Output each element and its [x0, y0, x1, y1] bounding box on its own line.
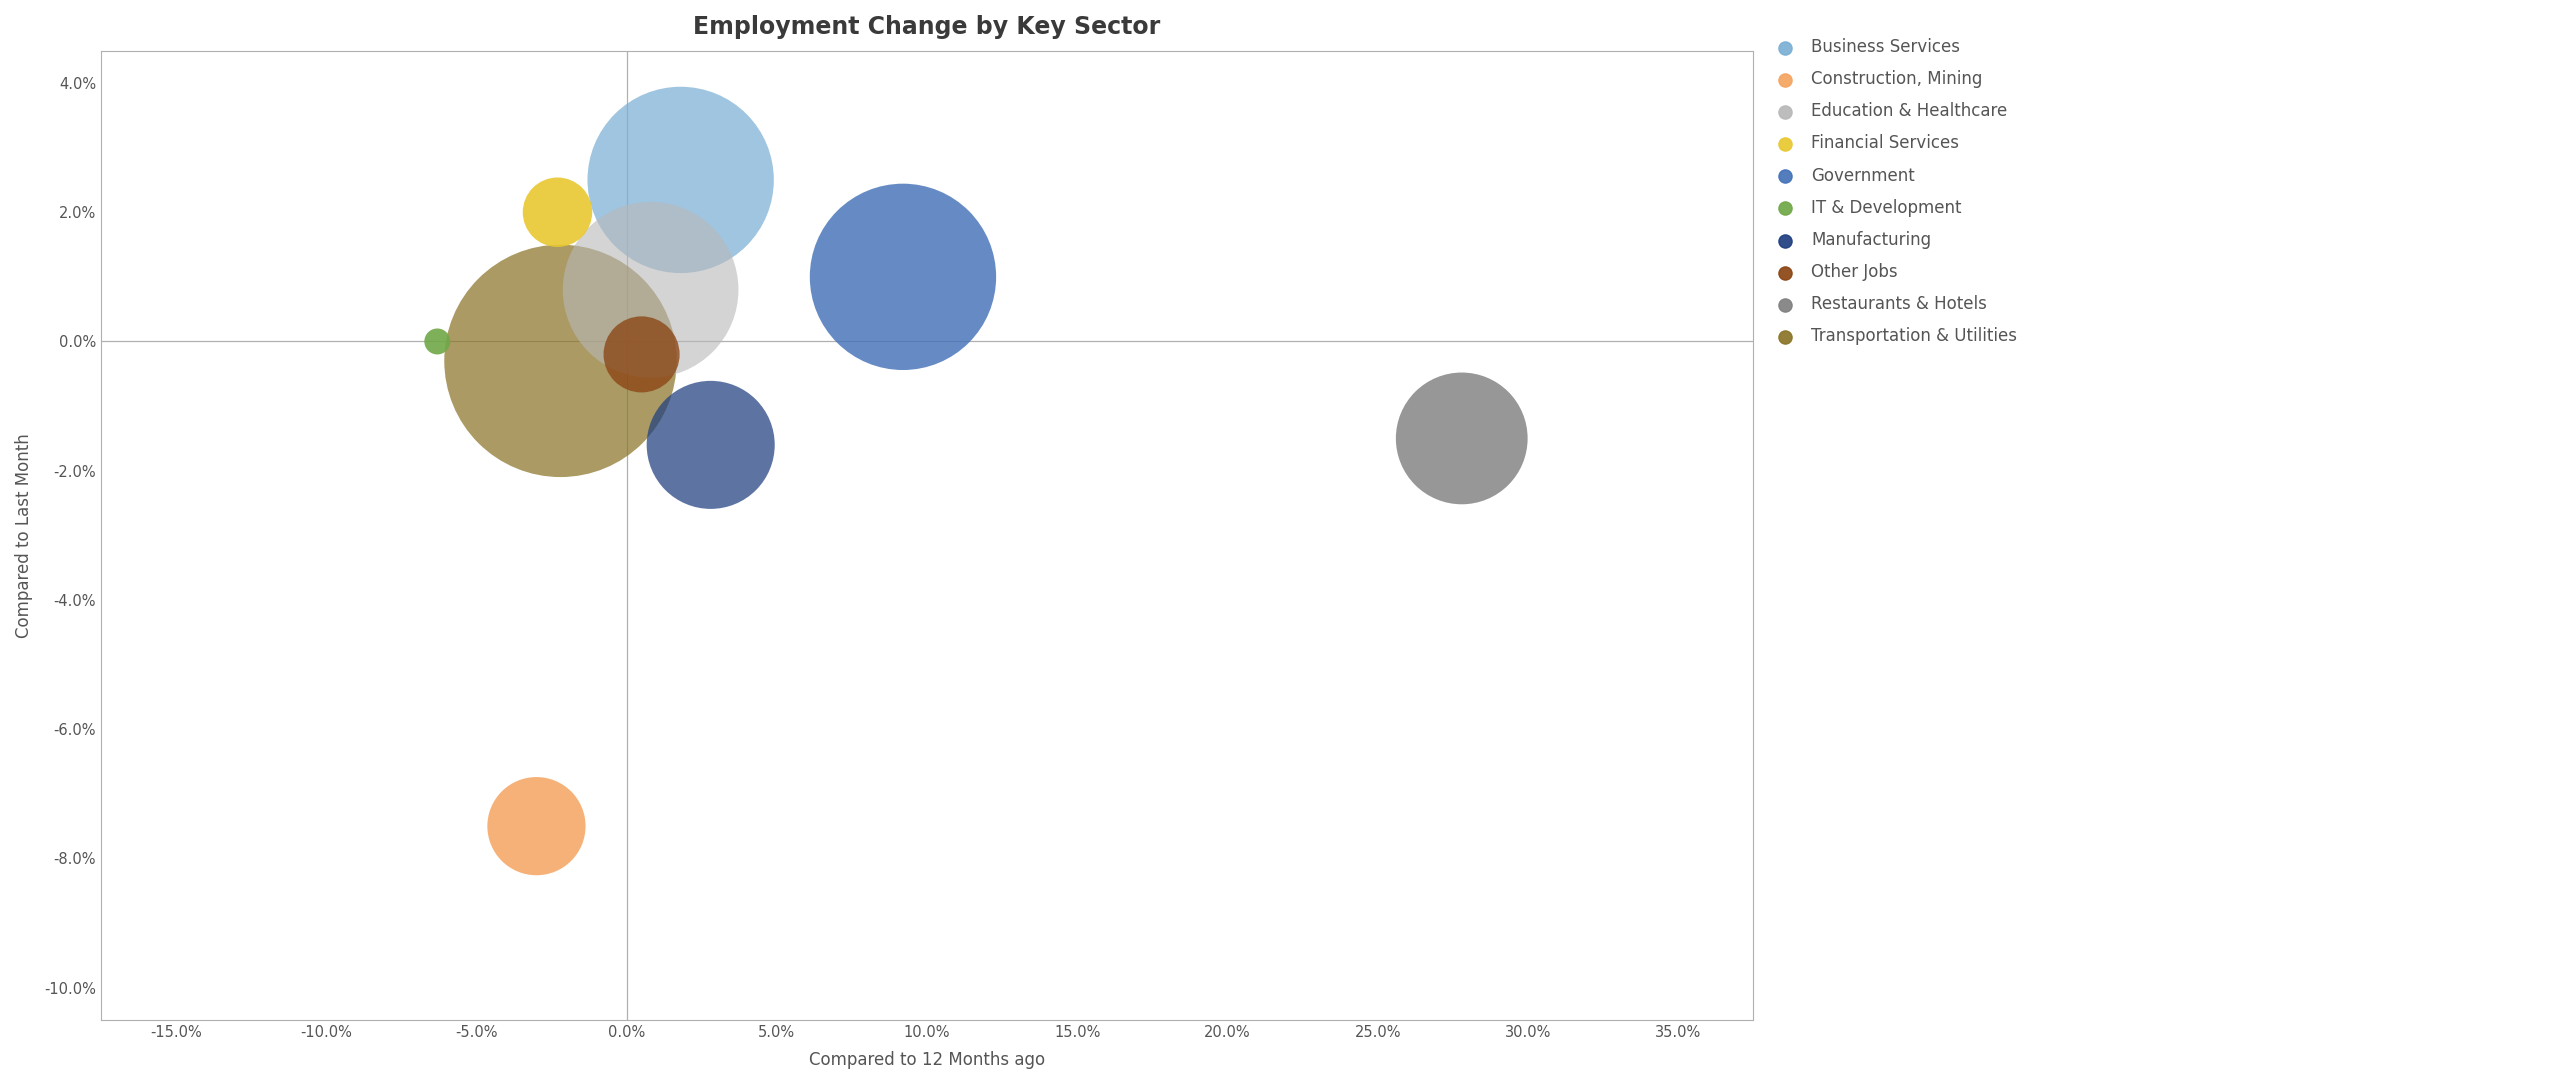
X-axis label: Compared to 12 Months ago: Compared to 12 Months ago	[809, 1051, 1045, 1069]
Point	[416, 333, 457, 350]
Point	[883, 268, 924, 285]
Legend: Business Services, Construction, Mining, Education & Healthcare, Financial Servi: Business Services, Construction, Mining,…	[1761, 31, 2023, 352]
Point	[660, 171, 701, 189]
Point	[516, 817, 557, 835]
Y-axis label: Compared to Last Month: Compared to Last Month	[15, 433, 33, 637]
Title: Employment Change by Key Sector: Employment Change by Key Sector	[693, 15, 1160, 39]
Point	[691, 436, 732, 453]
Point	[539, 352, 580, 370]
Point	[537, 204, 578, 221]
Point	[621, 346, 662, 363]
Point	[629, 281, 670, 298]
Point	[1440, 429, 1481, 447]
